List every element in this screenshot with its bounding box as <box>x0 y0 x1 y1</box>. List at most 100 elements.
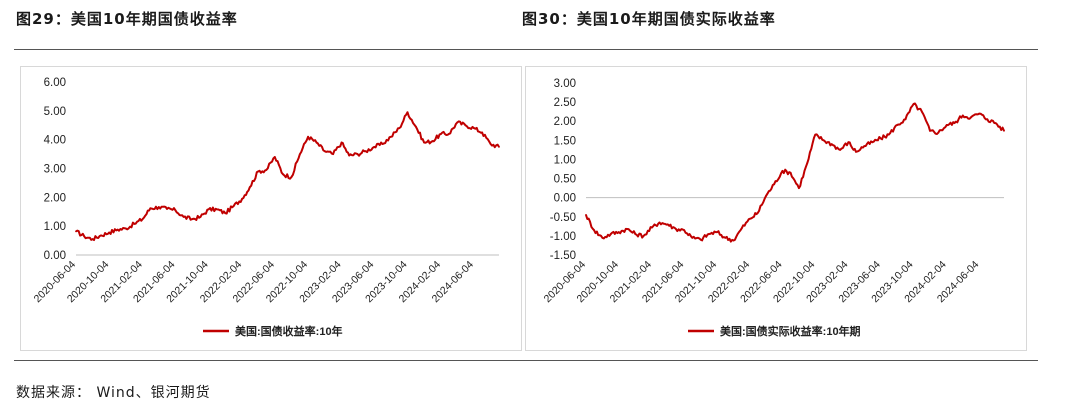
data-point <box>806 162 809 165</box>
data-point <box>970 116 972 119</box>
data-point <box>871 141 874 144</box>
data-point <box>978 112 981 115</box>
top-divider <box>14 49 1038 50</box>
legend-label: 美国:国债实际收益率:10年期 <box>720 324 861 338</box>
data-point <box>945 124 948 126</box>
data-point <box>953 122 956 124</box>
data-point <box>994 122 997 124</box>
data-point <box>498 146 500 148</box>
data-point <box>207 208 210 211</box>
data-point <box>617 231 620 234</box>
data-point <box>691 236 694 239</box>
data-point <box>666 223 669 226</box>
data-point <box>290 176 293 178</box>
y-tick-label: 1.00 <box>554 154 576 166</box>
y-tick-label: 3.00 <box>554 78 576 90</box>
data-point <box>798 187 800 189</box>
y-tick-label: 6.00 <box>44 77 66 89</box>
figure-29-title: 图29：美国10年期国债收益率 <box>16 10 238 28</box>
data-point <box>732 239 735 242</box>
data-point <box>879 137 882 140</box>
data-point <box>863 145 866 147</box>
data-point <box>100 234 102 237</box>
y-tick-label: 0.00 <box>44 250 66 262</box>
data-point <box>191 218 193 221</box>
data-source-note: 数据来源： Wind、银河期货 <box>16 385 211 401</box>
data-point <box>683 229 686 232</box>
data-point <box>822 139 825 142</box>
y-tick-label: 1.50 <box>554 135 576 147</box>
data-point <box>124 227 127 230</box>
data-point <box>398 127 401 129</box>
data-point <box>675 228 677 230</box>
y-tick-label: 2.00 <box>554 116 576 128</box>
data-point <box>440 133 442 135</box>
data-point <box>456 121 459 124</box>
data-point <box>108 231 111 234</box>
data-point <box>141 218 144 220</box>
bottom-divider <box>14 360 1038 361</box>
data-point <box>273 156 276 158</box>
data-point <box>912 103 915 105</box>
series-line <box>585 102 1005 243</box>
data-point <box>157 206 160 209</box>
data-point <box>642 235 645 237</box>
data-point <box>651 226 653 229</box>
data-point <box>406 111 409 114</box>
data-point <box>658 221 661 224</box>
data-point <box>282 173 284 176</box>
data-point <box>756 212 759 214</box>
data-point <box>75 230 77 233</box>
data-point <box>116 228 119 231</box>
data-point <box>315 141 318 144</box>
data-point <box>481 131 483 134</box>
data-point <box>257 170 260 173</box>
y-tick-label: -1.50 <box>550 250 576 262</box>
data-point <box>921 110 923 113</box>
data-point <box>839 149 841 151</box>
data-point <box>232 205 235 207</box>
data-point <box>929 129 931 132</box>
data-point <box>699 238 702 241</box>
data-point <box>216 208 219 211</box>
data-point <box>464 124 467 127</box>
data-point <box>765 194 767 197</box>
data-point <box>626 228 629 230</box>
chart-30-svg: 3.00 2.50 2.00 1.50 1.00 0.50 0.00 -0.50 -1.00 -1… <box>542 78 1005 338</box>
y-tick-label: -0.50 <box>550 212 576 224</box>
data-point <box>83 235 86 238</box>
y-tick-label: 2.50 <box>554 97 576 109</box>
data-point <box>593 229 595 232</box>
y-tick-label: 0.50 <box>554 174 576 186</box>
data-point <box>855 150 857 153</box>
data-point <box>887 133 890 136</box>
data-point <box>356 153 359 155</box>
y-tick-label: 4.00 <box>44 135 66 147</box>
data-point <box>708 233 710 235</box>
data-point <box>781 170 784 172</box>
data-point <box>904 118 907 121</box>
data-point <box>133 223 136 225</box>
data-point <box>415 125 417 128</box>
y-tick-label: 3.00 <box>44 164 66 176</box>
data-point <box>473 127 475 129</box>
data-point <box>789 171 792 174</box>
chart-panel-29: 6.00 5.00 4.00 3.00 2.00 1.00 0.00 2020-06-04 20… <box>20 66 522 351</box>
y-tick-label: 2.00 <box>44 192 66 204</box>
data-point <box>373 146 376 148</box>
data-point <box>364 150 367 153</box>
data-point <box>609 233 612 235</box>
data-point <box>265 169 268 171</box>
data-point <box>182 216 185 218</box>
data-point <box>937 131 940 134</box>
data-point <box>1003 129 1005 132</box>
data-point <box>749 217 752 220</box>
data-point <box>307 135 309 138</box>
data-point <box>634 233 637 235</box>
data-point <box>248 186 251 189</box>
data-point <box>390 135 392 138</box>
y-tick-label: 0.00 <box>554 193 576 205</box>
data-point <box>585 214 587 216</box>
data-point <box>448 133 450 135</box>
data-point <box>961 114 964 117</box>
